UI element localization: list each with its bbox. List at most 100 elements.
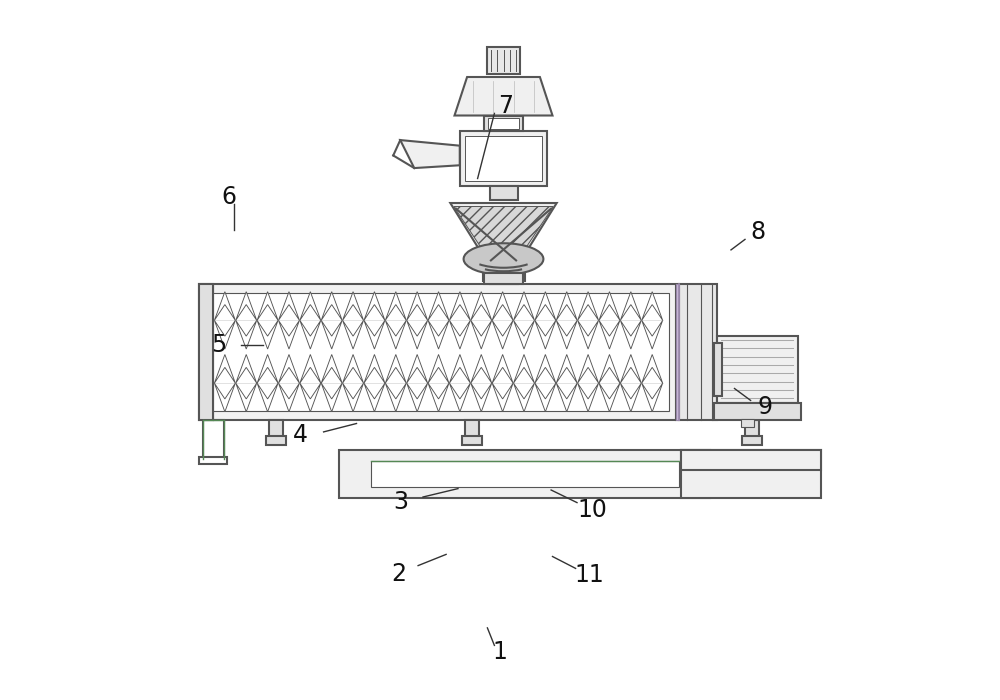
Bar bbox=[370, 461, 678, 487]
Polygon shape bbox=[535, 321, 556, 349]
Polygon shape bbox=[642, 321, 663, 349]
Text: 8: 8 bbox=[750, 220, 765, 244]
Text: 4: 4 bbox=[293, 424, 308, 447]
Polygon shape bbox=[385, 354, 406, 383]
Text: 11: 11 bbox=[575, 564, 604, 587]
Polygon shape bbox=[214, 321, 235, 349]
Ellipse shape bbox=[464, 244, 543, 274]
Polygon shape bbox=[321, 354, 342, 383]
Bar bbox=[199, 284, 213, 420]
Polygon shape bbox=[257, 354, 278, 383]
Polygon shape bbox=[471, 354, 492, 383]
Polygon shape bbox=[492, 321, 513, 349]
Polygon shape bbox=[321, 383, 342, 412]
Bar bbox=[460, 131, 547, 186]
Bar bbox=[203, 420, 224, 459]
Polygon shape bbox=[449, 321, 470, 349]
Bar bbox=[490, 186, 518, 199]
Bar bbox=[717, 336, 798, 402]
Polygon shape bbox=[599, 354, 620, 383]
Bar bbox=[339, 450, 710, 498]
Bar bbox=[266, 436, 286, 445]
Polygon shape bbox=[278, 321, 299, 349]
Polygon shape bbox=[428, 321, 449, 349]
Polygon shape bbox=[236, 383, 257, 412]
Polygon shape bbox=[257, 321, 278, 349]
Polygon shape bbox=[343, 321, 364, 349]
Polygon shape bbox=[620, 321, 641, 349]
Polygon shape bbox=[471, 383, 492, 412]
Polygon shape bbox=[300, 383, 321, 412]
Bar bbox=[462, 436, 482, 445]
Polygon shape bbox=[492, 354, 513, 383]
Polygon shape bbox=[599, 321, 620, 349]
Text: 3: 3 bbox=[393, 490, 408, 514]
Polygon shape bbox=[471, 292, 492, 321]
Text: 1: 1 bbox=[493, 640, 507, 664]
Polygon shape bbox=[428, 354, 449, 383]
Polygon shape bbox=[343, 292, 364, 321]
Polygon shape bbox=[449, 292, 470, 321]
Bar bbox=[269, 420, 283, 438]
Polygon shape bbox=[578, 354, 599, 383]
Bar bbox=[681, 450, 821, 470]
Polygon shape bbox=[364, 292, 385, 321]
Polygon shape bbox=[364, 354, 385, 383]
Polygon shape bbox=[214, 354, 235, 383]
Polygon shape bbox=[236, 354, 257, 383]
Text: 7: 7 bbox=[498, 94, 513, 118]
Bar bbox=[742, 436, 762, 445]
Polygon shape bbox=[578, 383, 599, 412]
Polygon shape bbox=[343, 354, 364, 383]
Polygon shape bbox=[236, 292, 257, 321]
Polygon shape bbox=[599, 383, 620, 412]
Polygon shape bbox=[556, 354, 577, 383]
Text: 9: 9 bbox=[757, 395, 772, 419]
Polygon shape bbox=[385, 383, 406, 412]
Polygon shape bbox=[257, 383, 278, 412]
Polygon shape bbox=[642, 354, 663, 383]
Polygon shape bbox=[620, 354, 641, 383]
Polygon shape bbox=[578, 321, 599, 349]
Polygon shape bbox=[492, 383, 513, 412]
Polygon shape bbox=[385, 292, 406, 321]
Polygon shape bbox=[578, 292, 599, 321]
Polygon shape bbox=[514, 383, 534, 412]
Polygon shape bbox=[471, 321, 492, 349]
Bar bbox=[745, 420, 759, 438]
Polygon shape bbox=[300, 354, 321, 383]
Polygon shape bbox=[556, 292, 577, 321]
Bar bbox=[487, 47, 520, 74]
Bar bbox=[484, 273, 523, 284]
Polygon shape bbox=[642, 383, 663, 412]
Polygon shape bbox=[214, 292, 235, 321]
Polygon shape bbox=[321, 321, 342, 349]
Bar bbox=[714, 402, 801, 420]
Polygon shape bbox=[407, 292, 428, 321]
Text: 6: 6 bbox=[221, 186, 236, 209]
Polygon shape bbox=[343, 383, 364, 412]
Polygon shape bbox=[556, 321, 577, 349]
Bar bbox=[484, 116, 523, 131]
Text: 10: 10 bbox=[577, 498, 607, 522]
Polygon shape bbox=[400, 140, 460, 168]
Polygon shape bbox=[454, 206, 553, 262]
Bar bbox=[208, 293, 669, 411]
Polygon shape bbox=[535, 383, 556, 412]
Polygon shape bbox=[450, 203, 557, 266]
Polygon shape bbox=[535, 354, 556, 383]
Bar bbox=[676, 284, 679, 420]
Polygon shape bbox=[278, 354, 299, 383]
Polygon shape bbox=[454, 77, 552, 116]
Bar bbox=[465, 136, 542, 181]
Polygon shape bbox=[449, 354, 470, 383]
Polygon shape bbox=[620, 383, 641, 412]
Polygon shape bbox=[321, 292, 342, 321]
Polygon shape bbox=[514, 354, 534, 383]
Polygon shape bbox=[236, 321, 257, 349]
Text: 5: 5 bbox=[211, 333, 226, 357]
Bar bbox=[199, 457, 227, 464]
Polygon shape bbox=[449, 383, 470, 412]
Polygon shape bbox=[300, 292, 321, 321]
Polygon shape bbox=[642, 292, 663, 321]
